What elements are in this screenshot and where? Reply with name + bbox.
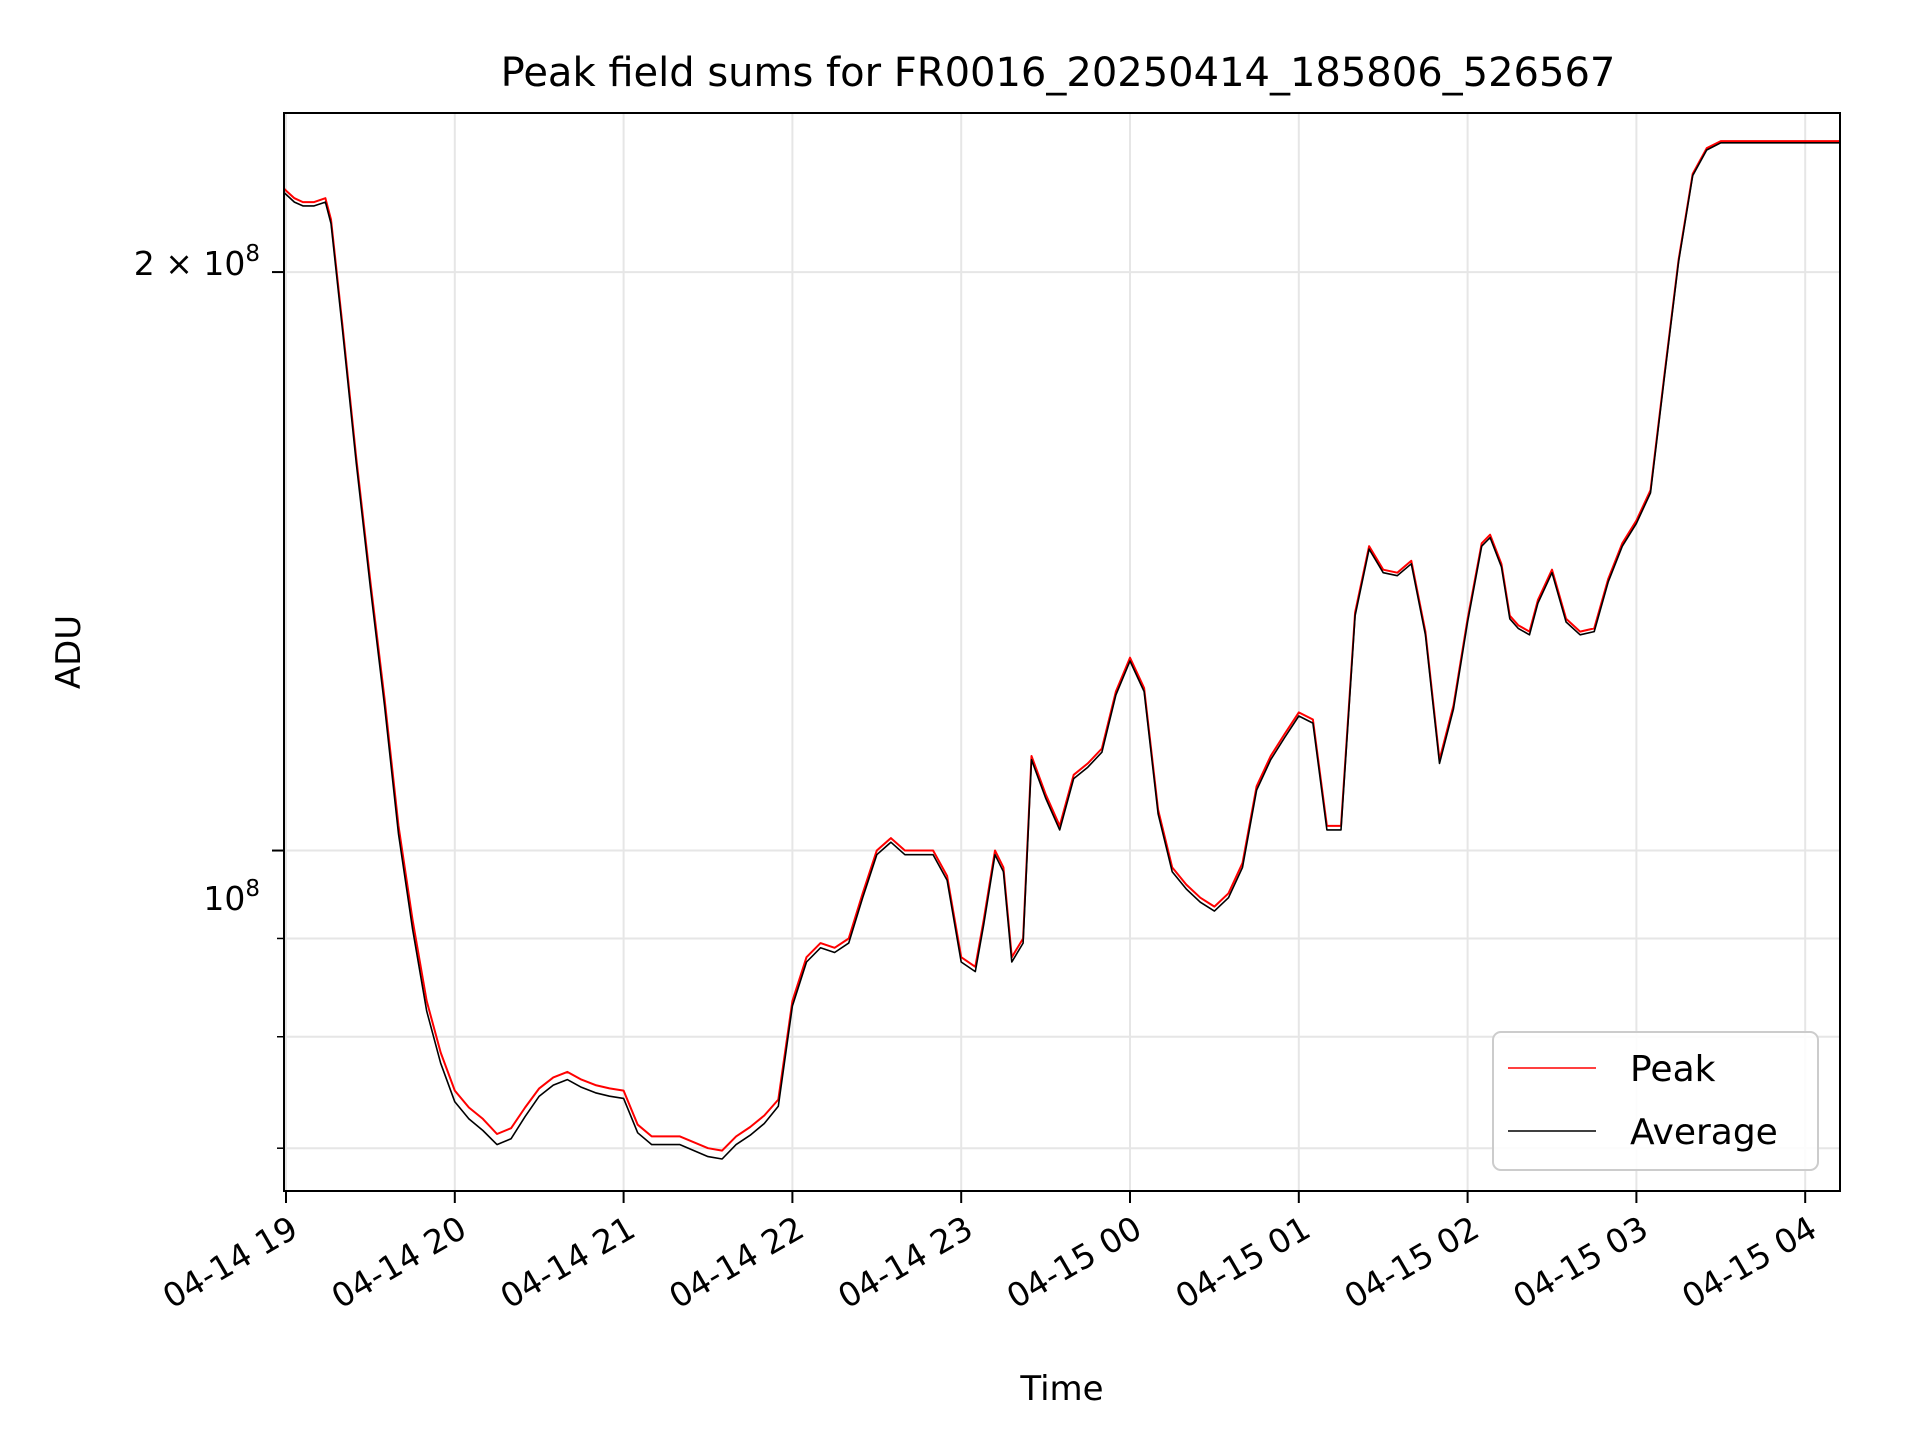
plot-frame — [283, 112, 1841, 1192]
x-tick-label: 04-14 23 — [831, 1208, 979, 1316]
x-tick-label: 04-14 21 — [494, 1208, 642, 1316]
x-axis: 04-14 19 04-14 20 04-14 21 04-14 22 04-14 23… — [156, 1191, 1823, 1316]
svg-text:2 × 108: 2 × 108 — [134, 241, 260, 283]
x-tick-label: 04-14 20 — [325, 1208, 473, 1316]
legend-box — [1492, 1031, 1819, 1171]
x-tick-label: 04-15 02 — [1338, 1208, 1486, 1316]
y-tick-label-2e8: 2 × 108 — [134, 241, 260, 283]
y-axis-label: ADU — [49, 615, 89, 689]
series-line-average — [284, 142, 1840, 1160]
svg-text:108: 108 — [203, 876, 260, 918]
y-tick-label-1e8: 108 — [203, 876, 260, 918]
y-axis: 2 × 108 108 — [134, 241, 284, 1149]
series-line-peak — [284, 140, 1840, 1152]
x-tick-label: 04-15 01 — [1169, 1208, 1317, 1316]
x-tick-label: 04-15 04 — [1675, 1208, 1823, 1316]
x-tick-label: 04-14 22 — [662, 1208, 810, 1316]
x-tick-label: 04-14 19 — [156, 1208, 304, 1316]
legend-label-peak: Peak — [1630, 1049, 1716, 1090]
x-tick-label: 04-15 00 — [1000, 1208, 1148, 1316]
grid-lines — [284, 113, 1840, 1191]
chart-title: Peak field sums for FR0016_20250414_1858… — [501, 50, 1616, 96]
x-axis-label: Time — [1019, 1369, 1103, 1409]
legend-label-average: Average — [1630, 1112, 1778, 1153]
legend: Peak Average — [1492, 1031, 1819, 1171]
series-lines — [284, 140, 1840, 1160]
x-tick-label: 04-15 03 — [1506, 1208, 1654, 1316]
